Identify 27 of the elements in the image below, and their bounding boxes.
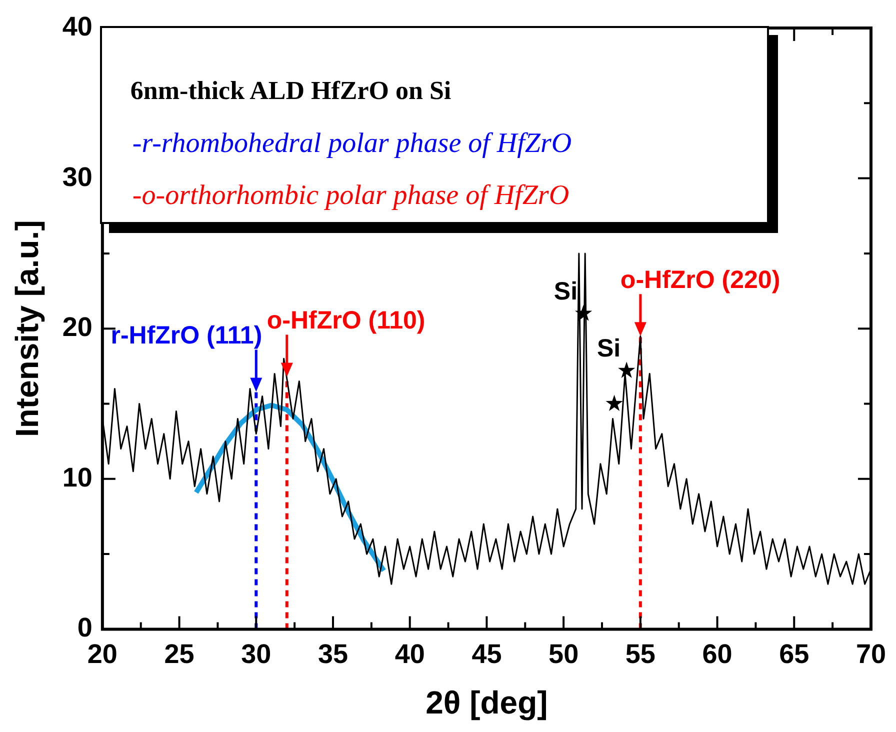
x-tick-label: 60 [702, 638, 732, 669]
x-tick-label: 65 [779, 638, 810, 669]
y-axis-title: Intensity [a.u.] [9, 220, 46, 438]
x-tick-label: 55 [625, 638, 656, 669]
x-tick-label: 45 [472, 638, 502, 669]
annotation: r-HfZrO (111) [110, 322, 262, 350]
annotation: o-HfZrO (220) [620, 266, 780, 294]
annotation: Si [554, 278, 578, 306]
y-tick-label: 20 [62, 312, 92, 342]
x-tick-label: 30 [241, 638, 272, 669]
annotation: -o-orthorhombic polar phase of HfZrO [132, 180, 570, 212]
x-tick-label: 35 [318, 638, 348, 669]
x-tick-label: 50 [548, 638, 579, 669]
annotation: o-HfZrO (110) [266, 306, 426, 335]
y-tick-label: 40 [62, 11, 92, 42]
point [606, 394, 623, 412]
point [618, 362, 636, 378]
y-tick-label: 30 [62, 162, 92, 192]
x-tick-label: 25 [164, 638, 194, 669]
annotation: Si [596, 334, 621, 363]
annotation: -r-rhombohedral polar phase of HfZrO [132, 128, 572, 160]
y-tick-label: 10 [62, 462, 92, 492]
x-tick-label: 70 [856, 638, 886, 669]
x-tick-label: 40 [394, 638, 425, 669]
point [574, 304, 592, 321]
annotation: 6nm-thick ALD HfZrO on Si [130, 76, 452, 106]
x-axis-title: 2θ [deg] [426, 684, 548, 721]
